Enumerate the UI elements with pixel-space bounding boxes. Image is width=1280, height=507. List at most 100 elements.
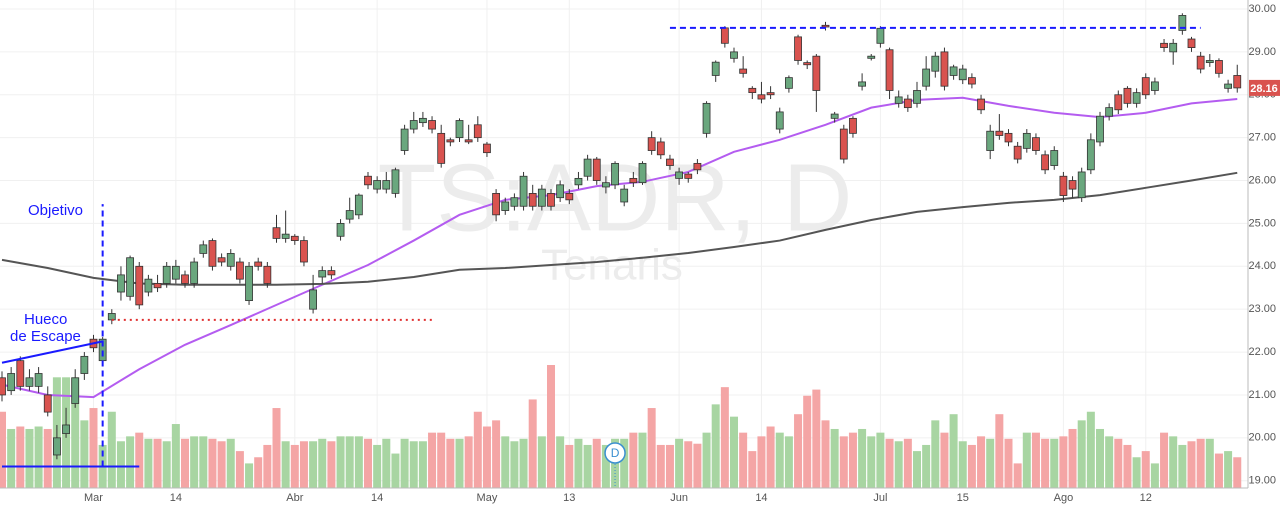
volume-bar xyxy=(43,428,52,488)
candle-body xyxy=(556,184,565,199)
x-tick-label: Abr xyxy=(286,492,303,504)
candle-body xyxy=(794,36,802,61)
candle-body xyxy=(1123,87,1132,104)
volume-bar xyxy=(977,436,986,488)
candle-body xyxy=(382,180,391,190)
candle-body xyxy=(1233,75,1242,89)
volume-bar xyxy=(1096,428,1104,488)
volume-bar xyxy=(281,441,290,488)
y-tick-label: 19.00 xyxy=(1248,475,1276,487)
candle-body xyxy=(53,437,61,456)
volume-bar xyxy=(409,441,418,488)
candle-body xyxy=(903,98,912,109)
volume-bar xyxy=(455,438,464,488)
volume-bar xyxy=(299,441,308,488)
x-tick-label: 12 xyxy=(1140,492,1152,504)
candle-body xyxy=(501,201,510,211)
volume-bar xyxy=(995,414,1004,488)
candle-body xyxy=(391,169,400,194)
candle-body xyxy=(272,227,281,239)
candle-body xyxy=(217,257,226,263)
volume-bar xyxy=(528,399,537,488)
volume-bar xyxy=(565,444,574,488)
volume-bar xyxy=(730,416,738,488)
candle-body xyxy=(510,197,519,207)
candle-body xyxy=(1215,60,1223,74)
volume-bar xyxy=(1004,438,1013,488)
volume-bar xyxy=(556,436,565,488)
candle-body xyxy=(281,233,290,239)
volume-bar xyxy=(1050,438,1059,488)
volume-bar xyxy=(25,428,34,488)
candle-body xyxy=(162,265,171,284)
candle-body xyxy=(25,377,34,387)
volume-bar xyxy=(684,441,693,488)
candle-body xyxy=(894,96,903,104)
volume-bar xyxy=(794,414,803,488)
candle-body xyxy=(1187,38,1196,48)
candle-body xyxy=(537,188,546,207)
volume-bar xyxy=(620,438,629,488)
volume-bar xyxy=(1187,441,1196,488)
candle-body xyxy=(254,261,263,267)
volume-bar xyxy=(903,438,912,488)
candle-body xyxy=(675,171,683,179)
candle-body xyxy=(62,424,70,434)
candle-body xyxy=(602,182,610,188)
volume-bar xyxy=(1068,428,1077,488)
volume-bar xyxy=(629,432,638,488)
candle-body xyxy=(821,24,830,28)
volume-bar xyxy=(665,444,674,488)
volume-bar xyxy=(748,451,757,488)
volume-bar xyxy=(1205,438,1214,488)
candle-body xyxy=(730,51,738,59)
last-price-label: 28.16 xyxy=(1250,83,1278,95)
candle-body xyxy=(1032,137,1040,151)
candle-body xyxy=(748,87,757,94)
candle-body xyxy=(1004,132,1013,143)
volume-bar xyxy=(107,411,116,488)
volume-bar xyxy=(226,438,235,488)
candle-body xyxy=(1068,180,1077,190)
candle-body xyxy=(775,111,784,130)
candle-body xyxy=(620,188,629,203)
volume-bar xyxy=(1013,463,1022,488)
candle-body xyxy=(455,120,464,139)
candle-body xyxy=(1013,145,1022,160)
candle-body xyxy=(400,128,409,151)
candle-body xyxy=(144,278,153,293)
candle-body xyxy=(318,270,327,278)
candle-body xyxy=(803,62,812,66)
candle-body xyxy=(290,235,299,241)
volume-bar xyxy=(1123,444,1132,488)
candle-body xyxy=(858,81,866,87)
annotation-text: Objetivo xyxy=(28,202,83,219)
candle-body xyxy=(409,120,418,130)
candle-body xyxy=(1169,42,1178,53)
candle-body xyxy=(117,274,125,293)
volume-bar xyxy=(958,441,967,488)
volume-bar xyxy=(931,420,940,488)
candle-body xyxy=(830,113,839,119)
event-label: D xyxy=(611,446,620,460)
candle-body xyxy=(1077,171,1086,199)
volume-bar xyxy=(446,438,455,488)
candle-body xyxy=(968,77,976,85)
candle-body xyxy=(354,194,363,216)
annotation-text: Hueco xyxy=(24,311,67,328)
candle-body xyxy=(71,377,80,404)
volume-bar xyxy=(1169,436,1178,488)
volume-bar xyxy=(89,408,98,488)
candle-body xyxy=(245,265,253,302)
candle-body xyxy=(574,177,583,186)
candle-body xyxy=(235,261,244,280)
volume-bar xyxy=(418,441,427,488)
candle-body xyxy=(80,355,89,374)
candle-body xyxy=(720,27,729,44)
volume-bar xyxy=(501,436,510,488)
candle-body xyxy=(876,27,885,44)
volume-bar xyxy=(711,404,720,488)
volume-bar xyxy=(1022,432,1031,488)
candle-body xyxy=(1160,42,1168,48)
candle-body xyxy=(931,55,940,72)
